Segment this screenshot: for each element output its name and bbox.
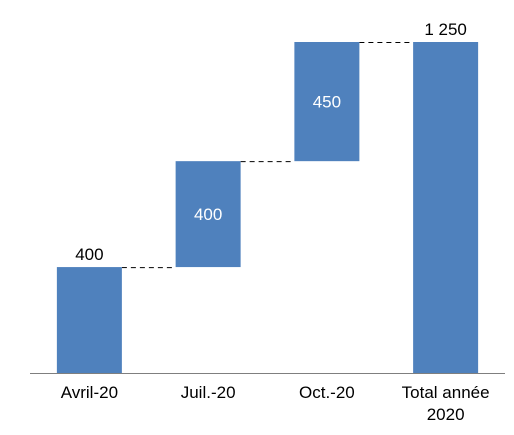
bar-3	[294, 42, 360, 162]
x-tick-label-4-line-2: 2020	[427, 405, 465, 424]
bars	[56, 42, 479, 373]
bar-4	[413, 42, 479, 373]
data-label-1: 400	[75, 245, 103, 264]
x-tick-labels: Avril-20 Juil.-20 Oct.-20 Total année 2020	[61, 383, 490, 424]
x-tick-label-2: Juil.-20	[181, 383, 236, 402]
data-label-2: 400	[194, 205, 222, 224]
x-tick-label-3: Oct.-20	[299, 383, 355, 402]
x-tick-label-1: Avril-20	[61, 383, 118, 402]
data-label-4: 1 250	[424, 20, 467, 39]
connector-lines	[121, 42, 414, 269]
x-tick-label-4-line-1: Total année	[402, 383, 490, 402]
bar-2	[175, 161, 241, 268]
data-label-3: 450	[313, 93, 341, 112]
bar-1	[56, 267, 122, 373]
data-labels: 400 400 450 1 250	[75, 20, 467, 264]
